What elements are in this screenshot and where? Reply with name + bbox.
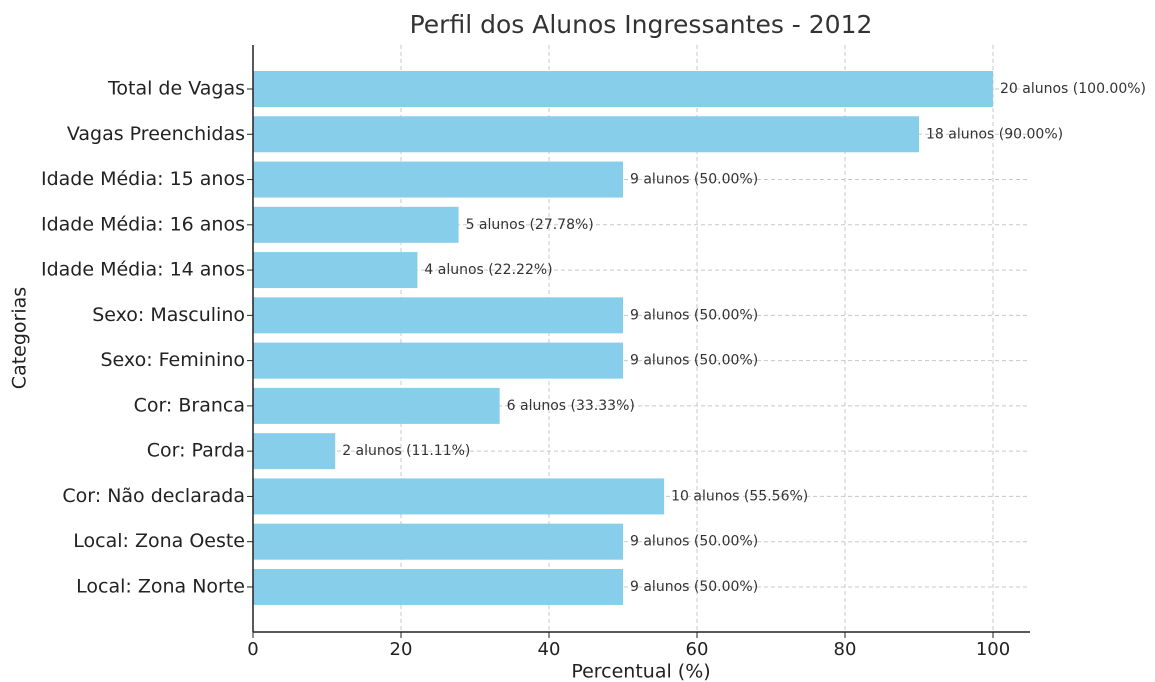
y-tick-label: Idade Média: 16 anos bbox=[41, 213, 245, 235]
y-tick-label: Cor: Parda bbox=[147, 440, 245, 462]
y-tick-label: Idade Média: 15 anos bbox=[41, 168, 245, 190]
y-axis-label: Categorias bbox=[9, 287, 31, 389]
chart-title: Perfil dos Alunos Ingressantes - 2012 bbox=[410, 10, 873, 39]
bar bbox=[253, 252, 418, 289]
bar bbox=[253, 116, 919, 153]
bar bbox=[253, 206, 459, 243]
value-label: 9 alunos (50.00%) bbox=[630, 307, 758, 323]
bar bbox=[253, 568, 623, 605]
bar bbox=[253, 478, 665, 515]
bar bbox=[253, 297, 623, 334]
value-label: 9 alunos (50.00%) bbox=[630, 172, 758, 188]
y-tick-label: Total de Vagas bbox=[107, 78, 245, 100]
value-label: 9 alunos (50.00%) bbox=[630, 534, 758, 550]
value-label: 5 alunos (27.78%) bbox=[466, 217, 594, 233]
bar bbox=[253, 71, 993, 107]
bar bbox=[253, 161, 623, 198]
y-tick-label: Vagas Preenchidas bbox=[67, 123, 245, 145]
value-label: 6 alunos (33.33%) bbox=[507, 398, 635, 414]
y-tick-label: Local: Zona Oeste bbox=[73, 530, 245, 552]
value-label: 10 alunos (55.56%) bbox=[671, 488, 808, 504]
bar bbox=[253, 523, 623, 560]
y-tick-label: Cor: Branca bbox=[134, 394, 245, 416]
x-tick-label: 100 bbox=[976, 639, 1010, 660]
value-label: 18 alunos (90.00%) bbox=[926, 126, 1063, 142]
x-tick-label: 60 bbox=[686, 639, 709, 660]
bar bbox=[253, 342, 623, 379]
x-tick-label: 0 bbox=[247, 639, 258, 660]
value-label: 20 alunos (100.00%) bbox=[1000, 81, 1146, 97]
bar bbox=[253, 433, 336, 470]
bar bbox=[253, 387, 500, 424]
y-tick-label: Sexo: Masculino bbox=[92, 304, 245, 326]
y-tick-label: Sexo: Feminino bbox=[101, 349, 246, 371]
x-axis-label: Percentual (%) bbox=[571, 661, 710, 682]
x-tick-label: 20 bbox=[390, 639, 413, 660]
x-tick-label: 80 bbox=[834, 639, 857, 660]
y-tick-label: Cor: Não declarada bbox=[62, 485, 245, 507]
value-label: 9 alunos (50.00%) bbox=[630, 353, 758, 369]
value-label: 2 alunos (11.11%) bbox=[342, 443, 470, 459]
y-tick-label: Local: Zona Norte bbox=[76, 575, 245, 597]
x-tick-label: 40 bbox=[538, 639, 561, 660]
value-label: 9 alunos (50.00%) bbox=[630, 579, 758, 595]
value-label: 4 alunos (22.22%) bbox=[424, 262, 552, 278]
y-tick-label: Idade Média: 14 anos bbox=[41, 259, 245, 281]
